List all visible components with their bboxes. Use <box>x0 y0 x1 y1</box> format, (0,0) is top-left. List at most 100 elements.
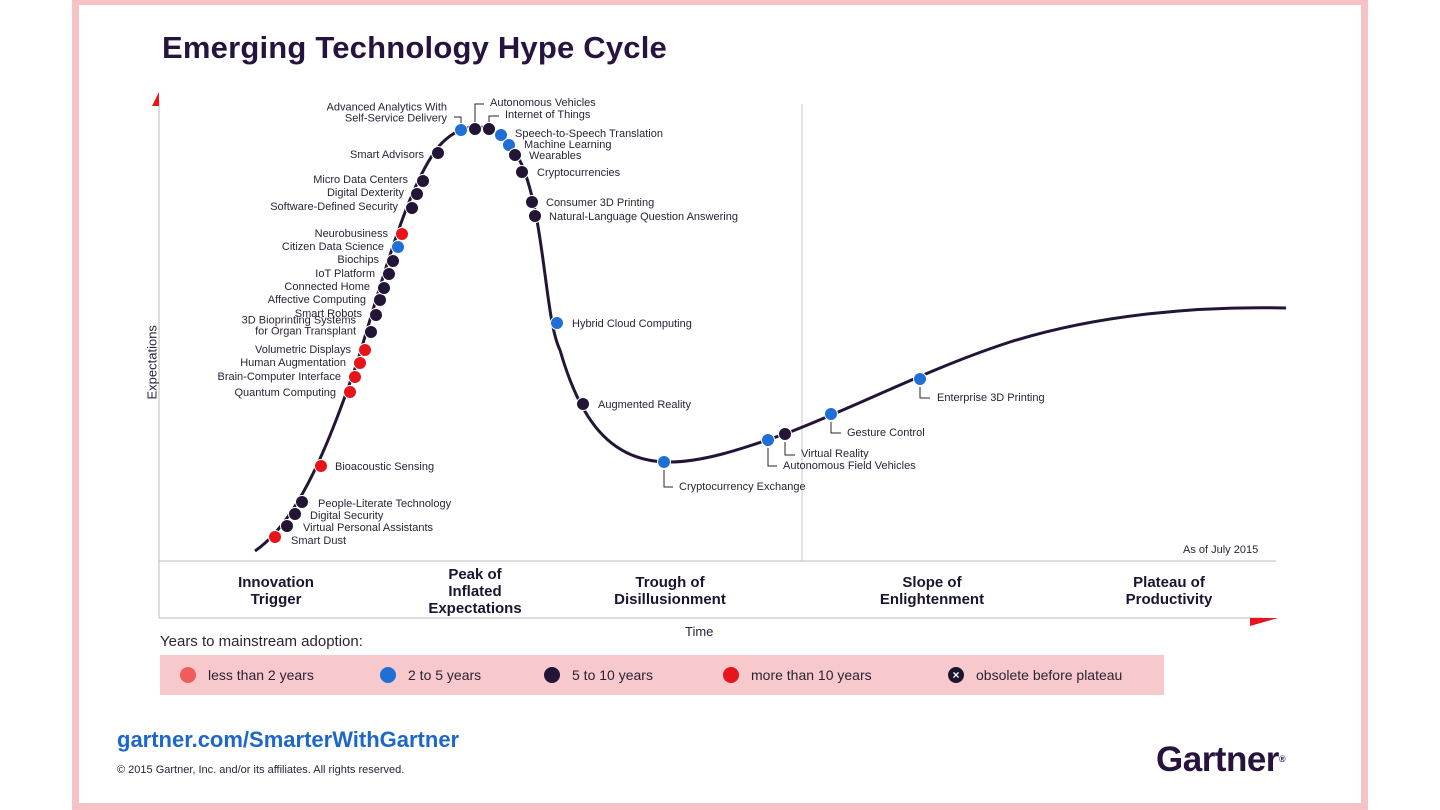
x-axis-label: Time <box>685 624 714 639</box>
phase-label: Trough of Disillusionment <box>614 574 726 608</box>
tech-point <box>778 427 792 441</box>
website-link[interactable]: gartner.com/SmarterWithGartner <box>117 727 460 752</box>
leader-line <box>488 115 499 122</box>
x-axis-arrow <box>1250 618 1278 626</box>
as-of-date: As of July 2015 <box>1183 544 1259 556</box>
phase-label: Plateau of Productivity <box>1125 574 1213 608</box>
tech-label: Gesture Control <box>847 427 925 439</box>
y-axis-arrow <box>152 92 159 106</box>
copyright-text: © 2015 Gartner, Inc. and/or its affiliat… <box>117 764 405 776</box>
tech-label: Wearables <box>529 150 582 162</box>
tech-label: IoT Platform <box>315 268 375 280</box>
tech-label: Cryptocurrencies <box>537 167 621 179</box>
legend-swatch <box>723 667 739 683</box>
leader-line <box>474 103 484 122</box>
gartner-logo: Gartner® <box>1156 740 1286 780</box>
legend: less than 2 years 2 to 5 years 5 to 10 yea… <box>160 655 1164 695</box>
y-axis-label: Expectations <box>144 325 160 400</box>
tech-label: Autonomous Field Vehicles <box>783 460 916 472</box>
tech-point <box>824 407 838 421</box>
legend-swatch <box>380 667 396 683</box>
tech-point <box>386 254 400 268</box>
leader-line <box>767 448 777 467</box>
tech-label: Digital Dexterity <box>327 187 405 199</box>
tech-point <box>314 459 328 473</box>
phase-label: Innovation Trigger <box>238 574 314 608</box>
legend-label: 2 to 5 years <box>408 667 482 683</box>
tech-label: Consumer 3D Printing <box>546 197 654 209</box>
leader-line <box>830 422 841 434</box>
tech-point <box>761 433 775 447</box>
tech-label: Citizen Data Science <box>282 241 384 253</box>
tech-point <box>528 209 542 223</box>
legend-label: 5 to 10 years <box>572 667 653 683</box>
tech-point <box>369 308 383 322</box>
tech-label: Volumetric Displays <box>255 344 351 356</box>
tech-point <box>268 530 282 544</box>
tech-point <box>343 385 357 399</box>
tech-label: Affective Computing <box>268 294 366 306</box>
tech-point <box>494 128 508 142</box>
logo-text: Gartner <box>1156 740 1279 779</box>
tech-point <box>395 227 409 241</box>
tech-point <box>525 195 539 209</box>
legend-item: less than 2 years <box>180 655 314 695</box>
tech-label: Human Augmentation <box>240 357 346 369</box>
tech-point <box>348 370 362 384</box>
tech-label: People-Literate Technology <box>318 498 452 510</box>
tech-label: Smart Robots <box>295 308 363 320</box>
legend-label: less than 2 years <box>208 667 314 683</box>
tech-label: Augmented Reality <box>598 399 691 411</box>
tech-label: Brain-Computer Interface <box>218 371 342 383</box>
tech-label: Bioacoustic Sensing <box>335 461 434 473</box>
tech-point <box>373 293 387 307</box>
tech-point <box>391 240 405 254</box>
tech-point <box>405 201 419 215</box>
tech-label: Hybrid Cloud Computing <box>572 318 692 330</box>
tech-label: Smart Dust <box>291 535 346 547</box>
legend-item: 5 to 10 years <box>544 655 653 695</box>
tech-label: Smart Advisors <box>350 149 424 161</box>
tech-point <box>358 343 372 357</box>
tech-label: Internet of Things <box>505 109 591 121</box>
leader-line <box>454 116 462 123</box>
tech-point <box>382 267 396 281</box>
tech-label: Natural-Language Question Answering <box>549 211 738 223</box>
tech-label: Micro Data Centers <box>313 174 408 186</box>
tech-label: Quantum Computing <box>235 387 337 399</box>
legend-item: more than 10 years <box>723 655 872 695</box>
legend-item: 2 to 5 years <box>380 655 481 695</box>
tech-point <box>353 356 367 370</box>
tech-point <box>515 165 529 179</box>
tech-label: Advanced Analytics With Self-Service Deli… <box>327 102 448 125</box>
legend-label: more than 10 years <box>751 667 872 683</box>
tech-label: 3D Bioprinting Systems for Organ Transpla… <box>242 315 357 338</box>
tech-point <box>364 325 378 339</box>
tech-point <box>657 455 671 469</box>
tech-label: Biochips <box>337 254 379 266</box>
tech-label: Virtual Reality <box>801 448 869 460</box>
leader-line <box>663 470 673 488</box>
tech-point <box>295 495 309 509</box>
tech-label: Cryptocurrency Exchange <box>679 481 806 493</box>
tech-label: Enterprise 3D Printing <box>937 392 1045 404</box>
tech-point <box>410 187 424 201</box>
tech-point <box>468 122 482 136</box>
legend-swatch <box>180 667 196 683</box>
tech-point <box>482 122 496 136</box>
legend-item: × obsolete before plateau <box>948 655 1122 695</box>
tech-point <box>280 519 294 533</box>
leader-line <box>784 442 795 456</box>
chart-title: Emerging Technology Hype Cycle <box>162 30 667 65</box>
phase-label: Peak of Inflated Expectations <box>428 566 522 617</box>
tech-point <box>576 397 590 411</box>
tech-label: Virtual Personal Assistants <box>303 522 434 534</box>
tech-label: Autonomous Vehicles <box>490 97 596 109</box>
tech-point <box>913 372 927 386</box>
legend-label: obsolete before plateau <box>976 667 1123 683</box>
tech-label: Neurobusiness <box>315 228 389 240</box>
tech-label: Machine Learning <box>524 139 611 151</box>
logo-mark: ® <box>1278 754 1286 764</box>
legend-swatch <box>544 667 560 683</box>
